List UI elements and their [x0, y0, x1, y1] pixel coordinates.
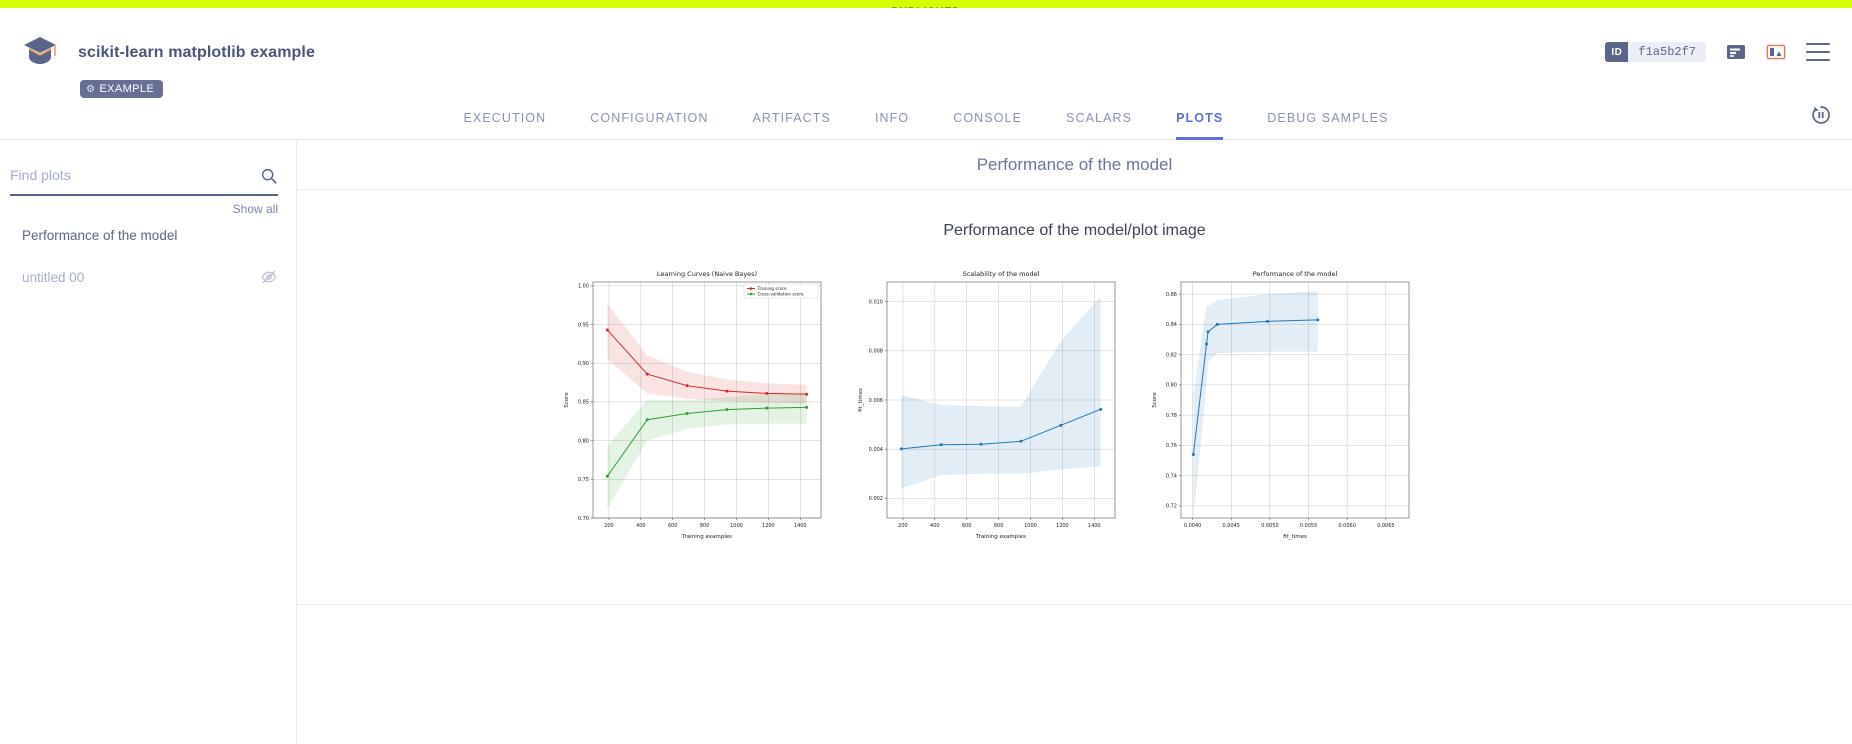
- chart-learning-curves[interactable]: Learning Curves (Naive Bayes) 200 400 600 80…: [559, 266, 829, 558]
- search-row: [10, 162, 278, 196]
- svg-text:0.85: 0.85: [578, 400, 589, 406]
- svg-text:1200: 1200: [762, 523, 775, 529]
- svg-text:0.74: 0.74: [1166, 473, 1177, 479]
- example-tag-label: EXAMPLE: [99, 83, 155, 95]
- svg-text:0.82: 0.82: [1166, 352, 1177, 358]
- svg-text:800: 800: [994, 523, 1004, 529]
- app-header: scikit-learn matplotlib example ⚙ EXAMPL…: [0, 8, 1852, 104]
- svg-text:Score: Score: [564, 392, 570, 408]
- plot-image-title: Performance of the model/plot image: [943, 222, 1206, 239]
- svg-text:400: 400: [636, 523, 646, 529]
- tab-scalars[interactable]: SCALARS: [1066, 110, 1133, 125]
- svg-text:400: 400: [930, 523, 940, 529]
- tab-info[interactable]: INFO: [874, 110, 910, 125]
- svg-text:200: 200: [898, 523, 908, 529]
- svg-text:0.0065: 0.0065: [1377, 523, 1395, 529]
- svg-text:0.95: 0.95: [578, 322, 589, 328]
- id-badge-value: f1a5b2f7: [1638, 45, 1696, 59]
- id-badge[interactable]: ID f1a5b2f7: [1605, 42, 1706, 62]
- svg-text:1200: 1200: [1056, 523, 1069, 529]
- svg-text:1.00: 1.00: [578, 284, 589, 290]
- svg-text:0.0040: 0.0040: [1184, 523, 1202, 529]
- svg-text:0.84: 0.84: [1166, 322, 1177, 328]
- eye-off-icon[interactable]: [260, 268, 278, 286]
- search-input[interactable]: [10, 167, 260, 189]
- svg-text:800: 800: [700, 523, 710, 529]
- paused-status-icon[interactable]: [1810, 104, 1832, 126]
- plots-sidebar: Show all Performance of the model untitl…: [0, 140, 297, 744]
- svg-text:0.75: 0.75: [578, 477, 589, 483]
- list-item[interactable]: untitled 00: [22, 264, 278, 290]
- main-panel-title: Performance of the model: [297, 140, 1852, 190]
- svg-text:0.0050: 0.0050: [1261, 523, 1279, 529]
- chart-scalability[interactable]: Scalability of the model 200 400 600 800 1000…: [853, 266, 1123, 558]
- show-all-link[interactable]: Show all: [232, 202, 278, 216]
- svg-text:1000: 1000: [730, 523, 743, 529]
- svg-text:0.76: 0.76: [1166, 443, 1177, 449]
- charts-container: Learning Curves (Naive Bayes) 200 400 600 80…: [297, 266, 1852, 566]
- svg-text:fit_times: fit_times: [858, 388, 864, 412]
- tab-artifacts[interactable]: ARTIFACTS: [752, 110, 831, 125]
- svg-text:0.86: 0.86: [1166, 292, 1177, 298]
- svg-text:1400: 1400: [1088, 523, 1101, 529]
- svg-text:Score: Score: [1152, 392, 1158, 408]
- plots-main: Performance of the model Performance of …: [297, 140, 1852, 744]
- header-actions: ID f1a5b2f7: [1605, 42, 1830, 62]
- tab-plots[interactable]: PLOTS: [1154, 96, 1245, 140]
- plot-group-title[interactable]: Performance of the model: [22, 228, 178, 243]
- svg-text:0.0060: 0.0060: [1338, 523, 1356, 529]
- example-tag: ⚙ EXAMPLE: [80, 80, 164, 98]
- svg-text:Training examples: Training examples: [681, 534, 732, 540]
- svg-text:0.80: 0.80: [578, 438, 589, 444]
- svg-text:0.010: 0.010: [869, 299, 883, 305]
- search-icon[interactable]: [260, 167, 278, 190]
- svg-text:0.90: 0.90: [578, 361, 589, 367]
- svg-text:600: 600: [668, 523, 678, 529]
- page-title: scikit-learn matplotlib example: [78, 44, 315, 61]
- svg-text:1000: 1000: [1024, 523, 1037, 529]
- svg-text:600: 600: [962, 523, 972, 529]
- hamburger-menu-icon[interactable]: [1806, 43, 1830, 61]
- svg-text:0.0045: 0.0045: [1222, 523, 1240, 529]
- chart-performance[interactable]: Performance of the model 0.0040 0.0045 0.00…: [1147, 266, 1417, 558]
- svg-text:fit_times: fit_times: [1283, 534, 1307, 540]
- graduation-cap-icon: [22, 35, 58, 67]
- svg-text:0.78: 0.78: [1166, 413, 1177, 419]
- svg-text:1400: 1400: [794, 523, 807, 529]
- id-badge-label: ID: [1605, 42, 1629, 62]
- svg-text:Learning Curves (Naive Bayes): Learning Curves (Naive Bayes): [657, 270, 757, 278]
- tab-console[interactable]: CONSOLE: [953, 110, 1023, 125]
- plot-panel: Performance of the model/plot image Lear…: [297, 190, 1852, 605]
- svg-text:0.70: 0.70: [578, 516, 589, 522]
- compare-view-icon[interactable]: [1766, 42, 1786, 62]
- tab-configuration[interactable]: CONFIGURATION: [590, 110, 709, 125]
- tab-execution[interactable]: EXECUTION: [463, 110, 547, 125]
- tab-debug-samples[interactable]: DEBUG SAMPLES: [1267, 110, 1389, 125]
- plot-item-label: untitled 00: [22, 269, 85, 285]
- svg-text:Training examples: Training examples: [975, 534, 1026, 540]
- svg-text:200: 200: [604, 523, 614, 529]
- svg-text:0.004: 0.004: [869, 447, 883, 453]
- log-view-icon[interactable]: [1726, 42, 1746, 62]
- svg-text:0.72: 0.72: [1166, 504, 1177, 510]
- svg-text:0.80: 0.80: [1166, 383, 1177, 389]
- svg-text:Scalability of the model: Scalability of the model: [963, 270, 1040, 278]
- svg-text:Training score: Training score: [757, 286, 788, 291]
- svg-text:Performance of the model: Performance of the model: [1253, 270, 1338, 278]
- svg-text:0.0055: 0.0055: [1300, 523, 1318, 529]
- svg-text:0.002: 0.002: [869, 496, 883, 502]
- puzzle-icon: ⚙: [86, 83, 96, 95]
- main-tabs: EXECUTION CONFIGURATION ARTIFACTS INFO C…: [0, 96, 1852, 140]
- svg-text:Cross-validation score: Cross-validation score: [758, 292, 805, 297]
- svg-text:0.008: 0.008: [869, 349, 883, 355]
- svg-text:0.006: 0.006: [869, 398, 883, 404]
